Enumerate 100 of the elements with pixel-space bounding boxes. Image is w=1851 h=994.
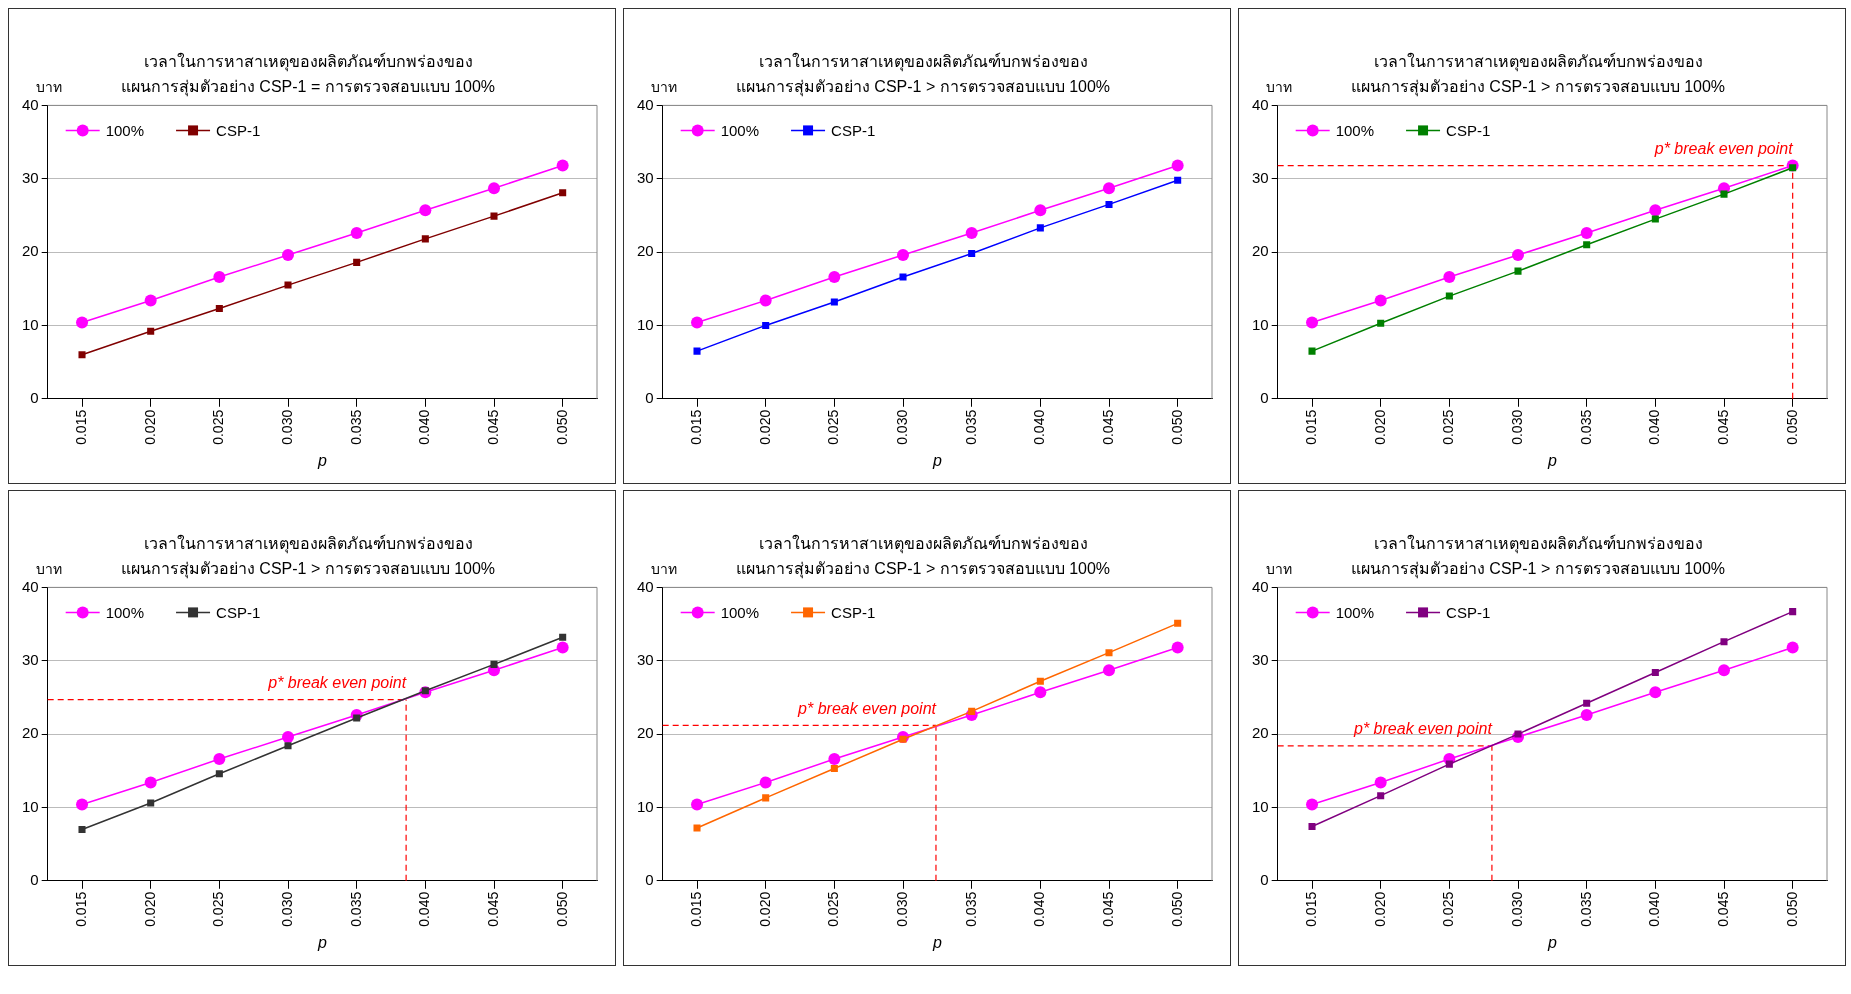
x-tick-label: 0.015 bbox=[72, 409, 89, 445]
point bbox=[284, 742, 292, 750]
x-tick-label: 0.015 bbox=[687, 891, 704, 927]
point bbox=[1374, 294, 1387, 307]
x-axis-title: p bbox=[1546, 451, 1557, 469]
y-tick-label: 30 bbox=[637, 650, 654, 668]
ref-line-label: p* break even point bbox=[267, 674, 407, 692]
chart-subtitle: แผนการสุ่มตัวอย่าง CSP-1 > การตรวจสอบแบบ 100% bbox=[735, 560, 1111, 580]
y-tick-label: 30 bbox=[1252, 650, 1269, 668]
x-axis-title: p bbox=[316, 451, 327, 469]
y-tick-label: 0 bbox=[1260, 388, 1269, 406]
point bbox=[1512, 249, 1525, 262]
point bbox=[968, 250, 976, 258]
point bbox=[1377, 319, 1385, 327]
chart-title: เวลาในการหาสาเหตุของผลิตภัณฑ์บกพร่องของ bbox=[758, 52, 1088, 73]
x-tick-label: 0.040 bbox=[416, 409, 433, 445]
y-tick-label: 40 bbox=[1252, 95, 1269, 113]
point bbox=[419, 204, 432, 217]
y-tick-label: 0 bbox=[1260, 870, 1269, 888]
point bbox=[965, 227, 978, 240]
point bbox=[1103, 182, 1115, 195]
point bbox=[488, 182, 500, 195]
point bbox=[1306, 798, 1319, 811]
point bbox=[1445, 292, 1453, 300]
x-tick-label: 0.045 bbox=[1714, 409, 1731, 445]
point bbox=[1171, 641, 1184, 654]
chart-title: เวลาในการหาสาเหตุของผลิตภัณฑ์บกพร่องของ bbox=[758, 534, 1088, 555]
y-tick-label: 40 bbox=[22, 577, 39, 595]
x-tick-label: 0.020 bbox=[1371, 409, 1388, 445]
x-tick-label: 0.050 bbox=[1783, 891, 1800, 927]
x-tick-label: 0.050 bbox=[553, 409, 570, 445]
chart-subtitle: แผนการสุ่มตัวอย่าง CSP-1 > การตรวจสอบแบบ 100% bbox=[1350, 78, 1726, 98]
chart-subtitle: แผนการสุ่มตัวอย่าง CSP-1 > การตรวจสอบแบบ 100% bbox=[735, 78, 1111, 98]
y-axis-title: บาท bbox=[35, 561, 62, 578]
point bbox=[1514, 267, 1522, 275]
point bbox=[1034, 204, 1047, 217]
point bbox=[144, 776, 157, 789]
point bbox=[215, 770, 223, 778]
point bbox=[78, 825, 86, 833]
y-tick-label: 10 bbox=[1252, 797, 1269, 815]
chart-title: เวลาในการหาสาเหตุของผลิตภัณฑ์บกพร่องของ bbox=[1373, 52, 1703, 73]
point bbox=[78, 351, 86, 359]
point bbox=[693, 824, 701, 832]
x-tick-label: 0.035 bbox=[962, 891, 979, 927]
point bbox=[897, 249, 910, 262]
y-tick-label: 10 bbox=[22, 315, 39, 333]
point bbox=[1174, 619, 1182, 627]
point bbox=[1445, 760, 1453, 768]
point bbox=[1443, 271, 1456, 284]
point bbox=[1306, 316, 1319, 329]
point bbox=[282, 731, 295, 744]
y-tick-label: 20 bbox=[1252, 242, 1269, 260]
point bbox=[1105, 200, 1113, 208]
x-tick-label: 0.025 bbox=[1440, 409, 1457, 445]
point bbox=[1103, 664, 1115, 677]
point bbox=[759, 776, 772, 789]
x-tick-label: 0.025 bbox=[825, 409, 842, 445]
x-tick-label: 0.040 bbox=[416, 891, 433, 927]
legend-label: CSP-1 bbox=[216, 603, 261, 621]
y-tick-label: 40 bbox=[637, 577, 654, 595]
x-axis-title: p bbox=[931, 451, 942, 469]
point bbox=[1036, 224, 1044, 232]
point bbox=[1718, 664, 1730, 677]
y-tick-label: 40 bbox=[1252, 577, 1269, 595]
chart-subtitle: แผนการสุ่มตัวอย่าง CSP-1 > การตรวจสอบแบบ 100% bbox=[1350, 560, 1726, 580]
point bbox=[1651, 215, 1659, 223]
x-tick-label: 0.040 bbox=[1646, 409, 1663, 445]
ref-line-label: p* break even point bbox=[1653, 139, 1794, 157]
point bbox=[353, 258, 361, 266]
y-tick-label: 20 bbox=[22, 242, 39, 260]
x-tick-label: 0.045 bbox=[484, 409, 501, 445]
point bbox=[1649, 204, 1662, 217]
x-tick-label: 0.030 bbox=[278, 409, 295, 445]
x-tick-label: 0.015 bbox=[1302, 891, 1319, 927]
x-tick-label: 0.035 bbox=[1577, 891, 1594, 927]
x-tick-label: 0.035 bbox=[962, 409, 979, 445]
x-tick-label: 0.045 bbox=[1099, 891, 1116, 927]
point bbox=[1171, 159, 1184, 172]
point bbox=[556, 159, 569, 172]
point bbox=[559, 189, 567, 197]
y-tick-label: 20 bbox=[22, 724, 39, 742]
point bbox=[1105, 649, 1113, 657]
x-tick-label: 0.045 bbox=[484, 891, 501, 927]
x-tick-label: 0.040 bbox=[1646, 891, 1663, 927]
y-tick-label: 0 bbox=[645, 388, 654, 406]
point bbox=[490, 660, 498, 668]
point bbox=[147, 799, 155, 807]
legend-label: CSP-1 bbox=[831, 121, 876, 139]
point bbox=[693, 347, 701, 355]
x-tick-label: 0.015 bbox=[687, 409, 704, 445]
x-tick-label: 0.030 bbox=[1508, 409, 1525, 445]
chart-title: เวลาในการหาสาเหตุของผลิตภัณฑ์บกพร่องของ bbox=[143, 534, 473, 555]
x-tick-label: 0.020 bbox=[141, 891, 158, 927]
x-tick-label: 0.030 bbox=[278, 891, 295, 927]
chart-title: เวลาในการหาสาเหตุของผลิตภัณฑ์บกพร่องของ bbox=[143, 52, 473, 73]
x-tick-label: 0.050 bbox=[1168, 891, 1185, 927]
point bbox=[1580, 227, 1593, 240]
x-tick-label: 0.015 bbox=[72, 891, 89, 927]
x-axis-title: p bbox=[1546, 933, 1557, 951]
point bbox=[1583, 241, 1591, 249]
